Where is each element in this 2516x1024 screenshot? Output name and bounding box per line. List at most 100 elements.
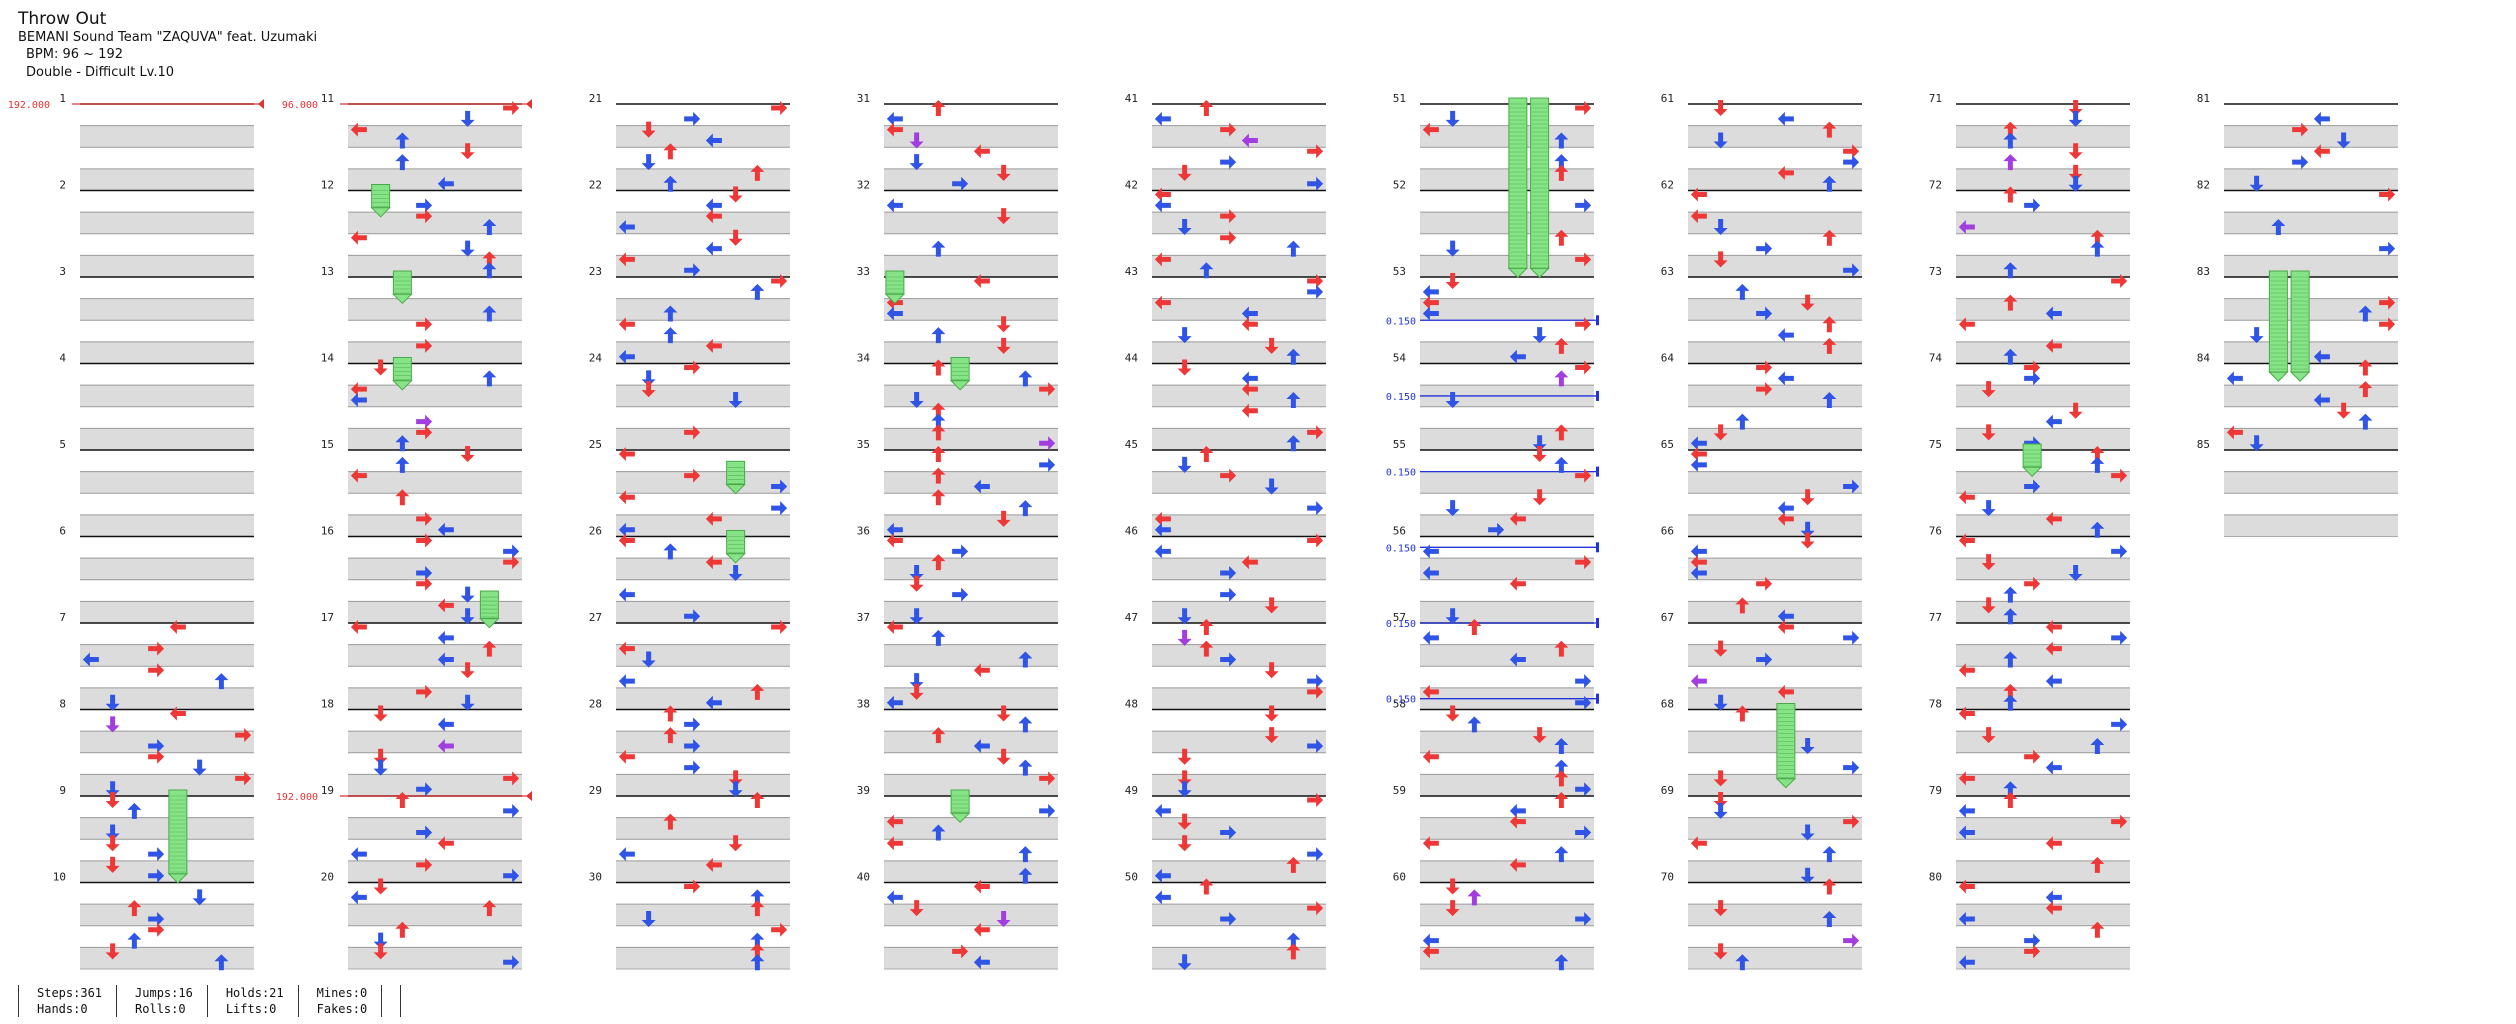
measure-number: 71 [1929, 92, 1942, 105]
arrow-shape [641, 651, 656, 668]
step-arrow [1177, 359, 1192, 376]
measure-block: 69 [1661, 784, 1862, 883]
arrow-shape [1286, 348, 1301, 365]
arrow-shape [618, 641, 635, 656]
beat-band [884, 125, 1058, 148]
step-arrow [2313, 349, 2330, 364]
step-arrow [705, 695, 722, 710]
hold-body [392, 357, 412, 382]
measure-number: 14 [321, 352, 335, 365]
arrow-shape [1575, 101, 1592, 115]
beat-band [1956, 125, 2130, 148]
step-arrow [416, 209, 433, 224]
step-arrow [618, 490, 635, 505]
arrow-shape [1713, 218, 1728, 235]
step-arrow [1445, 273, 1460, 289]
arrow-shape [1039, 436, 1056, 451]
step-arrow [373, 705, 388, 722]
measure-number: 75 [1929, 438, 1942, 451]
measure-number: 53 [1393, 265, 1406, 278]
step-arrow [2358, 413, 2373, 430]
step-arrow [909, 900, 924, 917]
stat-value: Lifts:0 [225, 1002, 277, 1016]
arrow-shape [1154, 544, 1171, 559]
beat-band [616, 428, 790, 450]
measure-number: 34 [857, 352, 871, 365]
arrow-shape [2226, 371, 2243, 386]
arrow-shape [1241, 555, 1258, 570]
arrow-shape [2003, 154, 2018, 171]
step-arrow [1554, 737, 1569, 754]
arrow-shape [931, 413, 946, 430]
arrow-shape [2024, 749, 2041, 764]
arrow-shape [1713, 100, 1728, 116]
speed-change-label: 0.150 [1386, 695, 1416, 706]
step-arrow [2068, 175, 2083, 192]
beat-band [80, 731, 254, 753]
step-arrow [503, 955, 520, 970]
measure-block: 58 [1393, 698, 1594, 796]
step-arrow [1286, 435, 1301, 452]
arrow-shape [1756, 360, 1773, 375]
step-arrow [1307, 176, 1324, 191]
measure-number: 85 [2197, 438, 2210, 451]
measure-block: 81 [2197, 92, 2398, 191]
arrow-shape [1713, 424, 1728, 441]
arrow-shape [1575, 252, 1592, 267]
arrow-shape [996, 705, 1011, 722]
step-arrow [750, 900, 765, 917]
step-arrow [2045, 306, 2062, 321]
beat-band [1152, 298, 1326, 321]
hold-body [726, 530, 746, 555]
arrow-shape [684, 360, 701, 375]
beat-band [1688, 341, 1862, 364]
measure-number: 27 [589, 611, 602, 624]
measure-number: 77 [1929, 611, 1942, 624]
arrow-shape [973, 879, 990, 894]
step-arrow [1039, 457, 1056, 472]
step-arrow [2045, 890, 2062, 905]
step-arrow [705, 133, 722, 148]
step-arrow [1958, 955, 1975, 970]
step-arrow [437, 598, 454, 613]
measure-number: 25 [589, 438, 602, 451]
step-arrow [931, 424, 946, 441]
measure-number: 59 [1393, 784, 1406, 797]
step-arrow [416, 533, 433, 548]
beat-band [1956, 601, 2130, 623]
measure-block: 51 [1393, 92, 1594, 191]
arrow-shape [1756, 241, 1773, 256]
measure-block: 5 [59, 438, 254, 537]
song-title: Throw Out [18, 9, 107, 29]
arrow-shape [373, 878, 388, 895]
arrow-shape [2111, 717, 2128, 732]
step-arrow [1241, 317, 1258, 332]
arrow-shape [684, 468, 701, 483]
arrow-shape [1713, 900, 1728, 917]
beat-band [1688, 514, 1862, 537]
step-arrow [1264, 478, 1279, 495]
arrow-shape [1843, 630, 1860, 645]
arrow-shape [1958, 825, 1975, 840]
step-arrow [618, 533, 635, 548]
arrow-shape [482, 900, 497, 917]
measure-block: 68 [1661, 698, 1862, 796]
step-arrow [1690, 836, 1707, 851]
arrow-shape [728, 186, 743, 203]
step-arrow [2068, 110, 2083, 127]
measure-block: 10 [53, 871, 254, 969]
step-arrow [1307, 274, 1324, 288]
arrow-shape [416, 565, 433, 580]
arrow-shape [886, 198, 903, 213]
arrow-shape [1307, 684, 1324, 699]
arrow-shape [2003, 683, 2018, 700]
arrow-shape [618, 349, 635, 364]
step-arrow [1241, 371, 1258, 386]
arrow-shape [618, 847, 635, 862]
arrow-shape [886, 695, 903, 710]
stat-group: Holds:21 Lifts:0 [206, 985, 298, 1017]
arrow-shape [1690, 447, 1707, 461]
step-arrow [2358, 359, 2373, 376]
measure-number: 51 [1393, 92, 1406, 105]
step-arrow [1843, 933, 1860, 948]
